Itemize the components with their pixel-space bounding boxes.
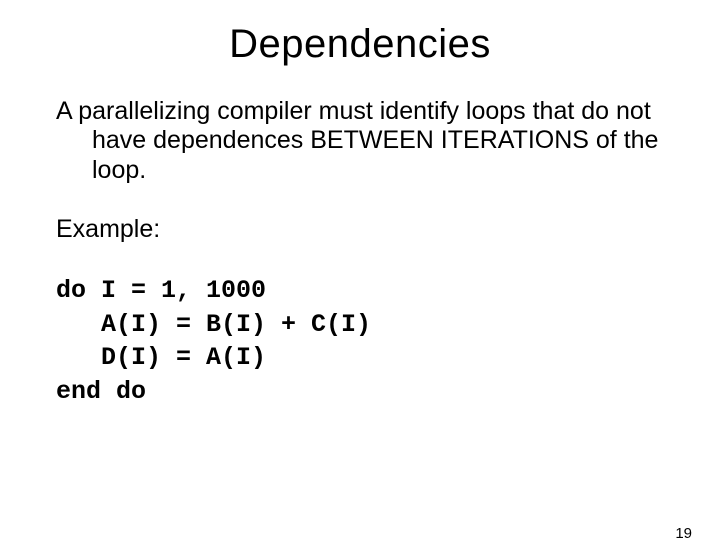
body-paragraph-text: A parallelizing compiler must identify l… [56,97,680,185]
example-label: Example: [56,215,720,244]
body-paragraph: A parallelizing compiler must identify l… [56,97,680,185]
code-line-2: A(I) = B(I) + C(I) [56,310,371,339]
slide-title: Dependencies [0,22,720,67]
code-line-1: do I = 1, 1000 [56,276,266,305]
slide: Dependencies A parallelizing compiler mu… [0,22,720,540]
code-block: do I = 1, 1000 A(I) = B(I) + C(I) D(I) =… [56,274,720,409]
code-line-4: end do [56,377,146,406]
code-line-3: D(I) = A(I) [56,343,266,372]
page-number: 19 [675,525,692,540]
